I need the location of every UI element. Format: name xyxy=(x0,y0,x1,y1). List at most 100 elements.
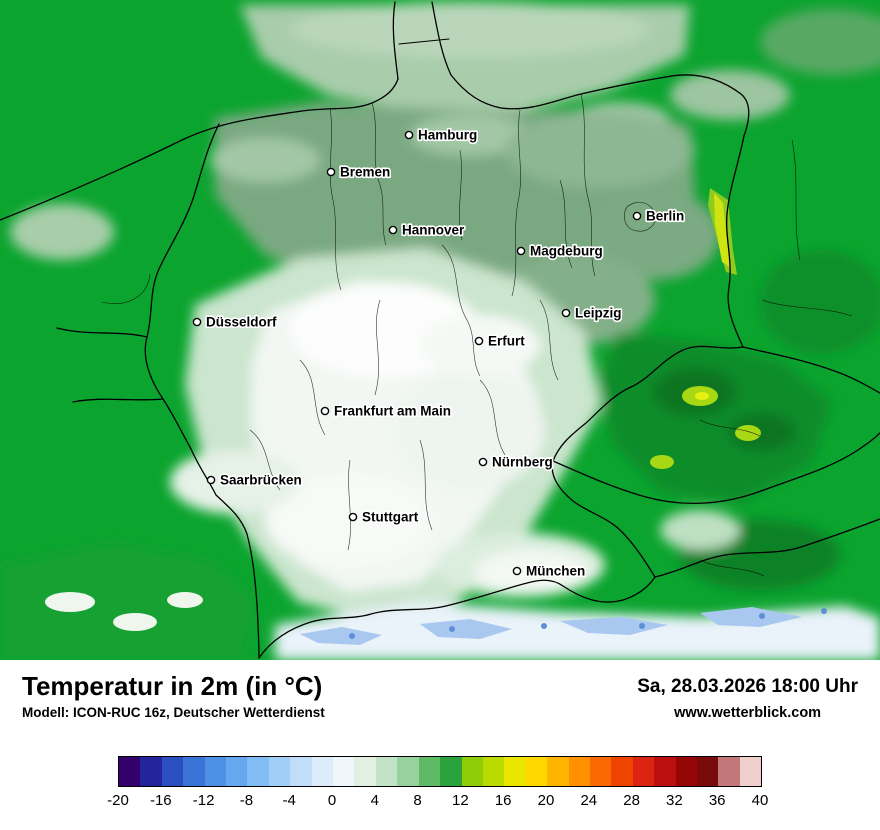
scale-tick: 4 xyxy=(370,792,379,809)
scale-segment xyxy=(375,757,398,786)
scale-tick: 16 xyxy=(494,792,512,809)
scale-segment xyxy=(418,757,441,786)
city-frankfurt: Frankfurt am Main xyxy=(320,402,453,420)
scale-tick: 20 xyxy=(537,792,555,809)
color-scale-ticks: -20 -16 -12 -8 -4 0 4 8 12 16 20 24 28 32 36 40 xyxy=(107,792,768,814)
temperature-field-details xyxy=(45,188,827,645)
info-right: Sa, 28.03.2026 18:00 Uhr www.wetterblick… xyxy=(637,660,858,721)
city-label: München xyxy=(526,564,585,579)
info-left: Temperatur in 2m (in °C) Modell: ICON-RU… xyxy=(22,660,325,720)
city-marker xyxy=(388,225,398,235)
city-marker xyxy=(192,317,202,327)
city-marker xyxy=(561,308,571,318)
website-url: www.wetterblick.com xyxy=(674,705,822,721)
scale-tick: 0 xyxy=(327,792,337,809)
north-sea-coastline xyxy=(0,78,399,221)
country-borders-layer xyxy=(0,1,880,659)
city-erfurt: Erfurt xyxy=(474,332,527,350)
scale-segment xyxy=(440,757,462,786)
scale-segment xyxy=(568,757,590,786)
scale-tick: 12 xyxy=(452,792,469,809)
scale-segment xyxy=(183,757,205,786)
scale-segment xyxy=(675,757,697,786)
scale-segment xyxy=(226,757,248,786)
city-marker xyxy=(404,130,414,140)
western-border xyxy=(144,123,260,659)
scale-segment xyxy=(525,757,548,786)
scale-tick: 28 xyxy=(623,792,640,809)
city-label: Hamburg xyxy=(418,128,477,143)
scale-segment xyxy=(718,757,740,786)
city-marker xyxy=(632,211,642,221)
scale-segment xyxy=(482,757,505,786)
scale-segment xyxy=(311,757,334,786)
city-marker xyxy=(516,246,526,256)
scale-segment xyxy=(161,757,184,786)
city-label: Erfurt xyxy=(488,334,525,349)
color-scale-area: -20 -16 -12 -8 -4 0 4 8 12 16 20 24 28 32 36 40 xyxy=(0,745,880,830)
scale-tick: 8 xyxy=(413,792,422,809)
city-saarbruecken: Saarbrücken xyxy=(206,471,303,489)
valid-datetime: Sa, 28.03.2026 18:00 Uhr xyxy=(637,676,858,697)
scale-tick: -12 xyxy=(192,792,215,809)
cities-layer: Hamburg Bremen Hannover Berlin Magdeburg Düss… xyxy=(192,126,686,580)
scale-tick: -8 xyxy=(239,792,254,809)
city-label: Düsseldorf xyxy=(206,315,277,330)
scale-segment xyxy=(204,757,227,786)
scale-tick: -16 xyxy=(149,792,172,809)
color-scale-bar xyxy=(118,756,762,787)
city-label: Saarbrücken xyxy=(220,473,302,488)
scale-segment xyxy=(547,757,569,786)
city-label: Leipzig xyxy=(575,306,622,321)
city-hannover: Hannover xyxy=(388,221,467,239)
city-duesseldorf: Düsseldorf xyxy=(192,313,279,331)
city-magdeburg: Magdeburg xyxy=(516,242,604,260)
city-label: Stuttgart xyxy=(362,510,419,525)
scale-segment xyxy=(290,757,312,786)
scale-segment xyxy=(397,757,419,786)
city-label: Berlin xyxy=(646,209,684,224)
scale-segment xyxy=(119,757,141,786)
scale-segment xyxy=(461,757,483,786)
city-marker xyxy=(326,167,336,177)
city-bremen: Bremen xyxy=(326,163,392,181)
city-leipzig: Leipzig xyxy=(561,304,623,322)
city-berlin: Berlin xyxy=(632,207,686,225)
scale-segment xyxy=(611,757,633,786)
city-label: Bremen xyxy=(340,165,390,180)
city-marker xyxy=(320,406,330,416)
city-nuernberg: Nürnberg xyxy=(478,453,554,471)
city-label: Frankfurt am Main xyxy=(334,404,451,419)
page-title: Temperatur in 2m (in °C) xyxy=(22,671,323,701)
weather-map: Hamburg Bremen Hannover Berlin Magdeburg Düss… xyxy=(0,0,880,660)
state-borders-layer xyxy=(101,93,853,577)
city-marker xyxy=(206,475,216,485)
scale-tick: -20 xyxy=(107,792,129,809)
scale-segment xyxy=(354,757,376,786)
scale-tick: -4 xyxy=(282,792,296,809)
city-label: Magdeburg xyxy=(530,244,603,259)
temperature-field-blobs xyxy=(0,2,880,660)
city-marker xyxy=(348,512,358,522)
scale-tick: 36 xyxy=(708,792,726,809)
scale-segment xyxy=(268,757,291,786)
eastern-border xyxy=(726,135,745,348)
scale-segment xyxy=(504,757,526,786)
scale-segment xyxy=(739,757,762,786)
temperature-map-svg: Hamburg Bremen Hannover Berlin Magdeburg Düss… xyxy=(0,0,880,660)
scale-tick: 24 xyxy=(580,792,598,809)
scale-segment xyxy=(589,757,612,786)
city-label: Hannover xyxy=(402,223,465,238)
scale-segment xyxy=(696,757,719,786)
scale-tick: 40 xyxy=(751,792,769,809)
city-label: Nürnberg xyxy=(492,455,553,470)
city-marker xyxy=(474,336,484,346)
city-marker xyxy=(478,457,488,467)
czech-border xyxy=(551,345,744,578)
scale-segment xyxy=(140,757,162,786)
southern-border xyxy=(258,576,656,659)
city-stuttgart: Stuttgart xyxy=(348,508,420,526)
city-muenchen: München xyxy=(512,562,587,580)
info-bar: Temperatur in 2m (in °C) Modell: ICON-RU… xyxy=(0,660,880,745)
